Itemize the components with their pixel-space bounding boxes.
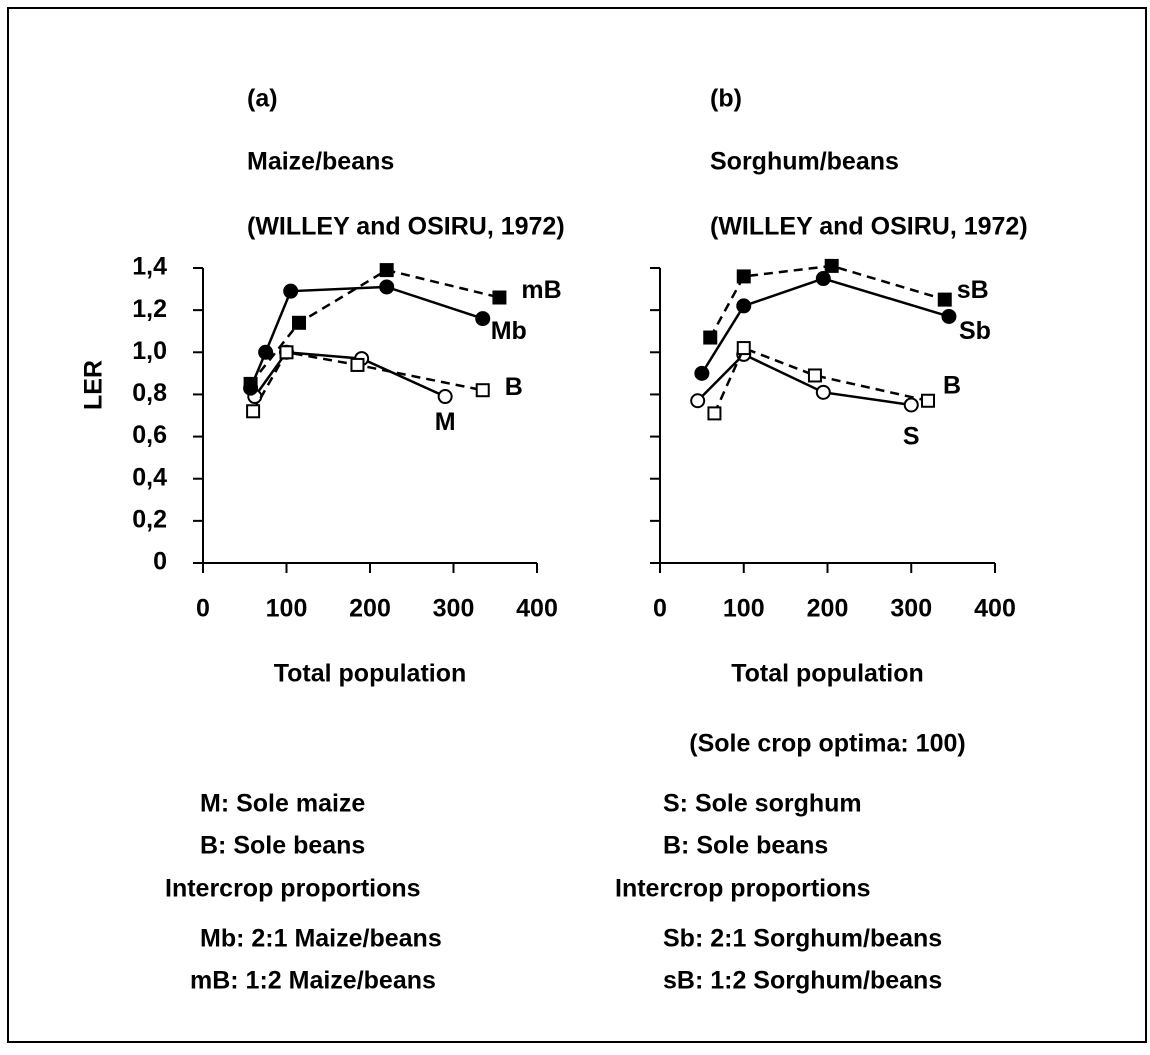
- point: [815, 384, 831, 400]
- point: [350, 357, 365, 372]
- key-line: sB: 1:2 Sorghum/beans: [663, 967, 942, 995]
- series-label: sB: [957, 276, 989, 304]
- key-line: Intercrop proportions: [165, 875, 421, 903]
- y-tick-label: 0,4: [132, 463, 167, 491]
- x-tick-label: 100: [266, 595, 308, 623]
- series-label: Mb: [491, 317, 527, 345]
- point: [707, 406, 722, 421]
- key-line: S: Sole sorghum: [663, 790, 862, 818]
- series-line: [713, 346, 929, 414]
- chart-subtitle: (WILLEY and OSIRU, 1972): [710, 213, 1028, 241]
- series-line: [253, 350, 446, 398]
- point: [283, 283, 299, 299]
- y-tick-label: 0,2: [132, 505, 167, 533]
- note: (Sole crop optima: 100): [689, 730, 965, 758]
- point: [736, 341, 751, 356]
- point: [379, 279, 395, 295]
- point: [694, 365, 710, 381]
- point: [292, 315, 307, 330]
- series-line: [252, 350, 483, 412]
- x-tick-label: 200: [807, 595, 849, 623]
- series-line: [709, 264, 946, 339]
- point: [703, 330, 718, 345]
- series-label: S: [903, 423, 920, 451]
- chart-title: Maize/beans: [247, 148, 394, 176]
- point: [815, 271, 831, 287]
- point: [690, 393, 706, 409]
- x-axis-label: Total population: [274, 660, 467, 688]
- x-tick-label: 300: [890, 595, 932, 623]
- frame: [7, 7, 1147, 1043]
- series-label: B: [943, 371, 961, 399]
- key-line: Intercrop proportions: [615, 875, 871, 903]
- y-tick-label: 0,8: [132, 379, 167, 407]
- series-line: [696, 352, 912, 407]
- point: [243, 376, 258, 391]
- point: [903, 397, 919, 413]
- point: [475, 383, 490, 398]
- x-tick-label: 400: [974, 595, 1016, 623]
- series-label: B: [505, 373, 523, 401]
- point: [246, 404, 261, 419]
- key-line: mB: 1:2 Maize/beans: [190, 967, 436, 995]
- point: [824, 258, 839, 273]
- x-tick-label: 0: [653, 595, 667, 623]
- point: [736, 269, 751, 284]
- point: [937, 292, 952, 307]
- point: [941, 308, 957, 324]
- chart-subtitle: (WILLEY and OSIRU, 1972): [247, 213, 565, 241]
- key-line: Sb: 2:1 Sorghum/beans: [663, 925, 942, 953]
- x-tick-label: 400: [516, 595, 558, 623]
- x-tick-label: 300: [433, 595, 475, 623]
- panel-label: (a): [247, 85, 278, 113]
- point: [437, 389, 453, 405]
- y-tick-label: 1,2: [132, 295, 167, 323]
- series-label: Sb: [959, 317, 991, 345]
- point: [492, 290, 507, 305]
- point: [736, 298, 752, 314]
- series-label: M: [435, 408, 456, 436]
- point: [475, 311, 491, 327]
- x-tick-label: 0: [196, 595, 210, 623]
- key-line: Mb: 2:1 Maize/beans: [200, 925, 442, 953]
- chart-title: Sorghum/beans: [710, 148, 899, 176]
- series-line: [249, 268, 500, 385]
- point: [807, 368, 822, 383]
- series-label: mB: [521, 276, 561, 304]
- key-line: B: Sole beans: [200, 832, 365, 860]
- point: [921, 393, 935, 408]
- point: [379, 263, 394, 278]
- point: [258, 344, 274, 360]
- y-tick-label: 0: [153, 548, 167, 576]
- x-tick-label: 200: [349, 595, 391, 623]
- y-axis-label: LER: [80, 360, 108, 410]
- series-line: [249, 285, 484, 389]
- y-tick-label: 1,4: [132, 253, 167, 281]
- key-line: M: Sole maize: [200, 790, 365, 818]
- y-tick-label: 1,0: [132, 337, 167, 365]
- panel-label: (b): [710, 85, 742, 113]
- point: [279, 345, 294, 360]
- series-line: [700, 277, 950, 375]
- x-tick-label: 100: [723, 595, 765, 623]
- key-line: B: Sole beans: [663, 832, 828, 860]
- x-axis-label: Total population: [731, 660, 924, 688]
- y-tick-label: 0,6: [132, 421, 167, 449]
